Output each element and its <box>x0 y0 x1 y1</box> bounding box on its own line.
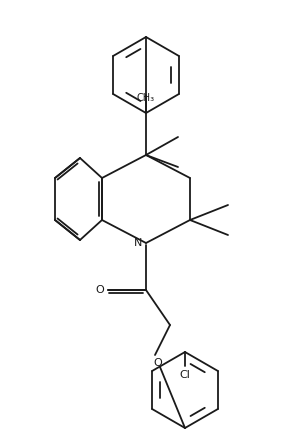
Text: O: O <box>154 358 162 368</box>
Text: CH₃: CH₃ <box>137 93 155 103</box>
Text: O: O <box>95 285 104 295</box>
Text: Cl: Cl <box>180 370 190 380</box>
Text: N: N <box>134 238 142 248</box>
